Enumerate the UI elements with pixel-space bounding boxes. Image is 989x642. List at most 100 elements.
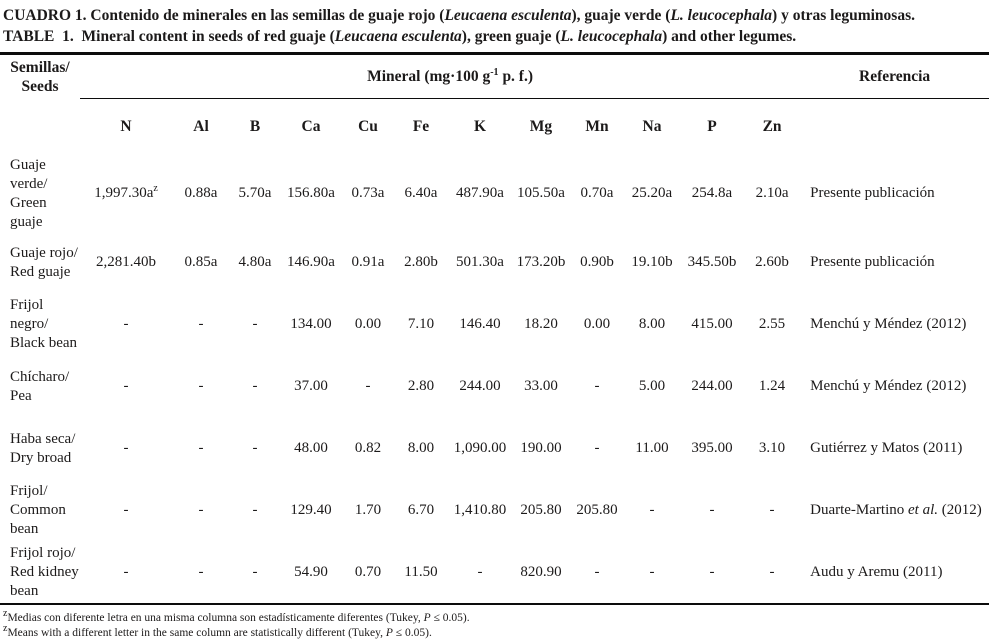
reference: Presente publicación [800, 156, 989, 232]
seed-name: Chícharo/ Pea [10, 368, 70, 404]
text-segment: 1,997.30a [94, 185, 154, 201]
mineral-value: 37.00 [294, 378, 328, 394]
text-segment: Gutiérrez y Matos (2011) [810, 440, 963, 456]
text-segment: Duarte-Martino [810, 502, 908, 518]
reference: Gutiérrez y Matos (2011) [800, 418, 989, 480]
table-row: Haba seca/ Dry broad - - - 48.00 0.82 8.00 1,09… [0, 418, 989, 480]
mineral-value: 1,997.30az [80, 156, 172, 232]
column-header-na: Na [642, 118, 662, 136]
mineral-value: - [123, 502, 129, 518]
mineral-value: - [198, 378, 204, 394]
text-segment: ), green guaje ( [461, 28, 561, 45]
text-segment: Menchú y Méndez (2012) [810, 316, 967, 332]
column-header-n: N [120, 118, 132, 136]
seed-name: Haba seca/ Dry broad [10, 430, 76, 466]
reference: Audu y Aremu (2011) [800, 542, 989, 604]
text-segment: z [3, 622, 8, 634]
mineral-value: 1.70 [354, 502, 382, 518]
mineral-value: 0.70 [354, 563, 382, 580]
empty-cell [800, 99, 989, 156]
column-header-al: Al [193, 118, 209, 136]
mineral-value: - [769, 502, 775, 518]
text-segment: L. leucocephala [670, 7, 773, 24]
mineral-value: 0.91a [351, 254, 385, 270]
mineral-value: 2,281.40b [96, 254, 156, 270]
mineral-value: 11.50 [404, 563, 438, 580]
text-segment: z [3, 607, 8, 619]
caption-spanish: CUADRO 1. Contenido de minerales en las … [3, 5, 985, 26]
text-segment: P [385, 626, 393, 639]
table-row: Frijol/ Common bean - - - 129.40 1.70 6.70 1,41… [0, 480, 989, 542]
mineral-value: 2.55 [758, 316, 786, 332]
text-segment: (2012) [938, 502, 982, 518]
mineral-value: 3.10 [758, 440, 786, 456]
mineral-value: 501.30a [456, 254, 504, 270]
column-header-k: K [473, 118, 487, 136]
mineral-content-table: Semillas/ Seeds Mineral (mg·100 g-1 p. f… [0, 52, 989, 605]
mineral-value: 0.73a [351, 185, 385, 201]
superscript-note: z [153, 183, 158, 194]
seed-name: Guaje rojo/ Red guaje [10, 244, 78, 280]
mineral-value: 2.10a [755, 185, 789, 201]
text-segment: Leucaena esculenta [444, 7, 572, 24]
mineral-value: - [198, 440, 204, 456]
table-row: Frijol rojo/ Red kidney bean - - - 54.90 0.70… [0, 542, 989, 604]
mineral-value: 19.10b [631, 254, 673, 270]
text-segment: Presente publicación [810, 254, 935, 270]
mineral-value: 415.00 [691, 316, 733, 332]
text-segment: ≤ 0.05). [392, 626, 432, 639]
seed-name: Frijol rojo/ Red kidney bean [10, 544, 79, 599]
column-header-mg: Mg [529, 118, 553, 136]
text-segment: P [423, 611, 431, 624]
text-segment: -1 [490, 66, 499, 78]
mineral-value: - [198, 502, 204, 518]
mineral-value: - [252, 378, 258, 394]
reference: Duarte-Martino et al. (2012) [800, 480, 989, 542]
mineral-value: 33.00 [524, 378, 558, 394]
column-header-b: B [249, 118, 261, 136]
text-segment: et al. [908, 502, 938, 518]
mineral-value: - [123, 440, 129, 456]
table-caption: CUADRO 1. Contenido de minerales en las … [0, 0, 989, 47]
mineral-value: 254.8a [691, 185, 733, 201]
mineral-value: 345.50b [687, 254, 737, 270]
mineral-value: 173.20b [516, 254, 566, 270]
mineral-value: 6.70 [407, 502, 435, 518]
mineral-value: - [123, 563, 129, 580]
text-segment: ), guaje verde ( [571, 7, 671, 24]
column-header-ca: Ca [301, 118, 321, 136]
mineral-value: 205.80 [520, 502, 562, 518]
text-segment: Medias con diferente letra en una misma … [7, 611, 424, 624]
mineral-value: 25.20a [631, 185, 673, 201]
mineral-value: 244.00 [459, 378, 501, 394]
mineral-value: - [198, 316, 204, 332]
mineral-value: - [649, 502, 655, 518]
mineral-value: 1.24 [758, 378, 786, 394]
text-segment: Menchú y Méndez (2012) [810, 378, 967, 394]
column-header-fe: Fe [412, 118, 430, 136]
caption-english: TABLE 1. Mineral content in seeds of red… [3, 26, 985, 47]
mineral-value: 0.88a [184, 185, 218, 201]
mineral-value: - [594, 563, 600, 580]
mineral-value: 134.00 [290, 316, 332, 332]
mineral-value: - [709, 502, 715, 518]
mineral-value: 2.80 [407, 378, 435, 394]
mineral-value: - [477, 563, 483, 580]
column-header-seeds: Semillas/ Seeds [10, 58, 70, 95]
mineral-value: 18.20 [524, 316, 558, 332]
mineral-value: - [252, 440, 258, 456]
text-segment: ≤ 0.05). [430, 611, 470, 624]
mineral-value: - [198, 563, 204, 580]
mineral-value: - [252, 502, 258, 518]
mineral-value: 487.90a [456, 185, 504, 201]
column-header-p: P [707, 118, 717, 136]
mineral-value: 820.90 [520, 563, 562, 580]
mineral-value: 205.80 [576, 502, 618, 518]
empty-cell [0, 99, 80, 156]
mineral-value: 5.00 [638, 378, 666, 394]
text-segment: CUADRO 1. Contenido de minerales en las … [3, 7, 445, 24]
column-header-zn: Zn [762, 118, 782, 136]
mineral-value: 54.90 [294, 563, 328, 580]
mineral-value: 6.40a [404, 185, 438, 201]
mineral-value: 244.00 [691, 378, 733, 394]
